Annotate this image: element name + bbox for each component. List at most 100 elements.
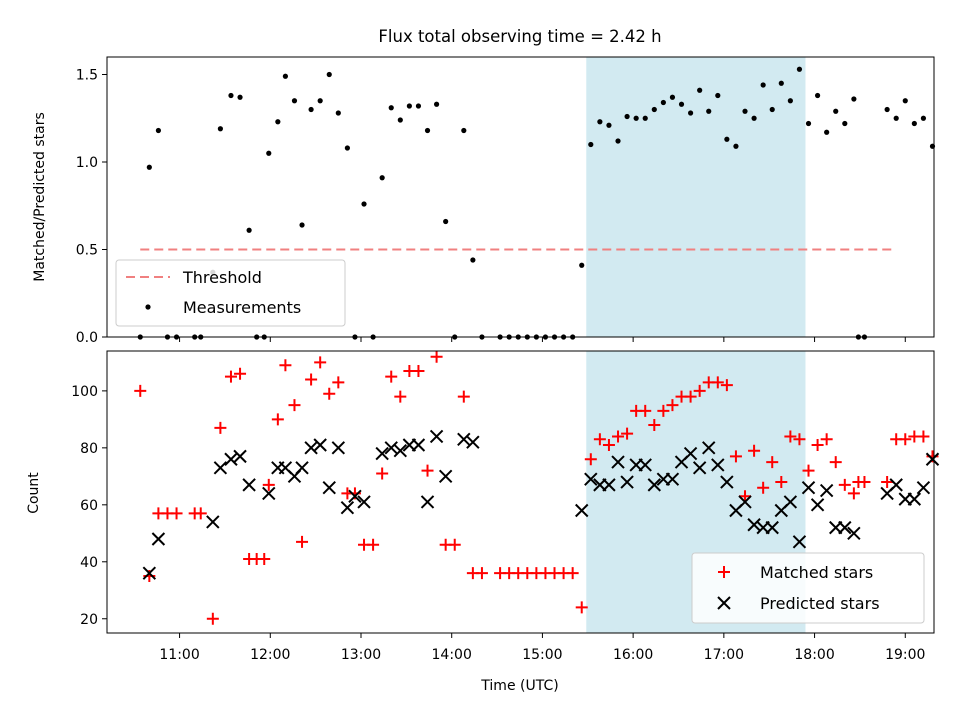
predicted-star-point bbox=[393, 443, 408, 458]
predicted-star-point bbox=[384, 441, 398, 455]
measurement-point bbox=[155, 127, 162, 134]
predicted-star-point bbox=[889, 478, 903, 492]
measurement-point bbox=[724, 136, 730, 142]
measurement-point bbox=[769, 106, 775, 113]
matched-star-point bbox=[802, 464, 815, 477]
measurement-point bbox=[415, 103, 422, 109]
predicted-star-point bbox=[322, 481, 336, 495]
matched-star-point bbox=[820, 433, 833, 446]
matched-star-point bbox=[262, 478, 275, 491]
measurement-point bbox=[344, 145, 350, 151]
matched-star-point bbox=[829, 456, 842, 469]
measurement-point bbox=[443, 218, 449, 225]
predicted-star-point bbox=[304, 441, 318, 455]
axes-frame bbox=[106, 350, 935, 634]
measurement-point bbox=[461, 127, 467, 134]
measurement-point bbox=[669, 94, 676, 100]
measurement-point bbox=[326, 71, 332, 78]
matched-star-point bbox=[720, 379, 733, 392]
legend-box bbox=[691, 552, 925, 624]
y-axis-label: Matched/Predicted stars bbox=[32, 112, 48, 282]
y-axis-ticks: 0.0 0.5 1.0 1.5 bbox=[76, 68, 107, 346]
measurement-point bbox=[920, 115, 927, 121]
measurement-point bbox=[291, 98, 298, 104]
matched-star-point bbox=[448, 538, 461, 551]
y-tick-label: 0.0 bbox=[76, 330, 98, 346]
measurement-point bbox=[275, 119, 281, 125]
measurement-point bbox=[660, 99, 666, 106]
y-tick-label: 40 bbox=[80, 555, 98, 571]
predicted-star-point bbox=[792, 535, 807, 549]
matched-star-point bbox=[784, 430, 797, 443]
measurement-point bbox=[893, 115, 899, 121]
predicted-star-point bbox=[411, 438, 426, 452]
x-tick-label: 12:00 bbox=[250, 647, 290, 663]
measurement-point bbox=[406, 103, 412, 109]
predicted-star-point bbox=[738, 495, 752, 509]
predicted-star-point bbox=[611, 455, 625, 469]
measurement-point bbox=[824, 129, 830, 135]
predicted-star-point bbox=[340, 500, 355, 515]
predicted-star-point bbox=[224, 452, 238, 466]
matched-star-point bbox=[457, 390, 470, 403]
predicted-star-point bbox=[151, 532, 166, 546]
measurement-point bbox=[433, 101, 440, 107]
predicted-star-point bbox=[420, 495, 435, 509]
predicted-star-point bbox=[213, 461, 228, 475]
matched-star-point bbox=[657, 404, 670, 417]
matched-star-point bbox=[385, 370, 398, 383]
matched-star-point bbox=[224, 370, 237, 383]
measurement-point bbox=[851, 96, 857, 102]
matched-star-point bbox=[748, 444, 761, 457]
measurement-point bbox=[697, 87, 703, 93]
y-tick-label: 0.5 bbox=[76, 243, 98, 259]
measurement-point bbox=[787, 98, 793, 104]
measurement-point bbox=[282, 73, 289, 79]
matched-star-point bbox=[234, 367, 247, 380]
matched-star-point bbox=[305, 373, 318, 386]
measurement-point bbox=[633, 115, 639, 121]
predicted-star-point bbox=[783, 495, 798, 509]
measurements-legend-swatch bbox=[145, 304, 151, 310]
measurement-point bbox=[715, 92, 721, 99]
predicted-star-point bbox=[638, 458, 652, 472]
measurement-point bbox=[742, 108, 748, 114]
y-axis-ticks: 20 40 60 80 100 bbox=[71, 384, 107, 628]
measurement-point bbox=[470, 257, 476, 263]
x-tick-label: 16:00 bbox=[613, 647, 653, 663]
x-tick-label: 17:00 bbox=[704, 647, 744, 663]
measurement-point bbox=[687, 110, 694, 116]
measurement-point bbox=[579, 262, 585, 268]
measurement-point bbox=[911, 120, 917, 127]
matched-star-point bbox=[621, 427, 634, 440]
predicted-star-point bbox=[810, 498, 825, 512]
predicted-star-point bbox=[925, 452, 940, 466]
predicted-star-point bbox=[348, 489, 362, 503]
measurement-point bbox=[146, 164, 152, 170]
measurement-point bbox=[642, 115, 648, 121]
x-tick-label: 14:00 bbox=[432, 647, 472, 663]
predicted-star-point bbox=[375, 446, 389, 461]
measurement-point bbox=[678, 101, 685, 107]
y-axis-label: Count bbox=[26, 472, 42, 514]
measurement-point bbox=[237, 94, 243, 100]
matched-star-point bbox=[739, 490, 752, 503]
measurement-point bbox=[388, 105, 394, 111]
y-tick-label: 60 bbox=[80, 498, 98, 514]
matched-star-point bbox=[430, 350, 443, 363]
matched-star-point bbox=[376, 467, 389, 480]
predicted-star-point bbox=[720, 475, 734, 489]
measurement-point bbox=[228, 92, 234, 99]
measurement-point bbox=[706, 108, 712, 114]
matched-star-point bbox=[279, 359, 292, 372]
predicted-star-point bbox=[575, 503, 589, 518]
predicted-star-point bbox=[916, 481, 931, 495]
measurement-point bbox=[884, 106, 890, 113]
x-axis-ticks: 11:00 12:00 13:00 14:00 15:00 16:00 17:00 18:00… bbox=[159, 633, 925, 663]
predicted-star-point bbox=[466, 435, 480, 449]
legend: Threshold Measurements bbox=[115, 259, 346, 327]
matched-star-point bbox=[729, 450, 742, 463]
flux-ratio-panel: 0.0 0.5 1.0 1.5 Matched/Predicted stars Thr… bbox=[32, 56, 936, 346]
x-tick-label: 19:00 bbox=[885, 647, 925, 663]
